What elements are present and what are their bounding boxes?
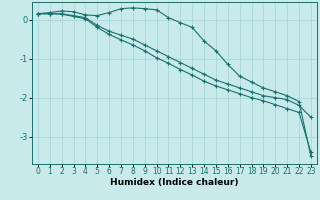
X-axis label: Humidex (Indice chaleur): Humidex (Indice chaleur): [110, 178, 239, 187]
